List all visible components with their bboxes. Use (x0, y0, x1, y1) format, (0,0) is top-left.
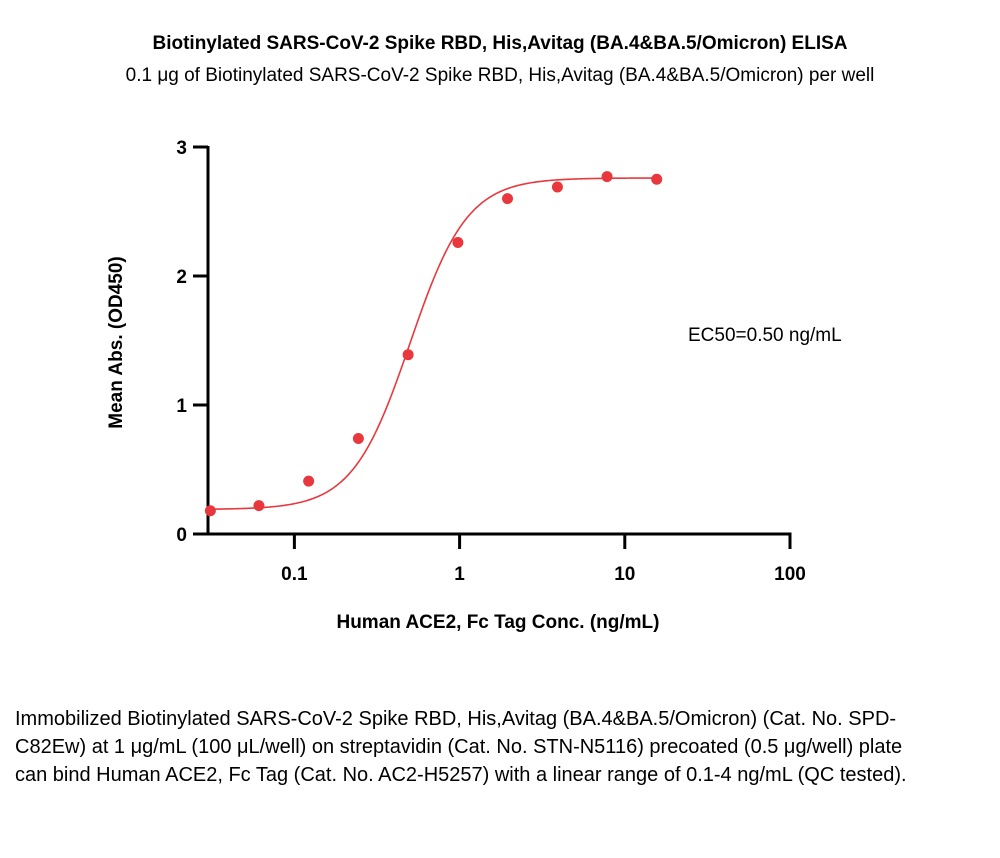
y-tick-label: 0 (176, 525, 187, 546)
ec50-annotation: EC50=0.50 ng/mL (688, 325, 842, 346)
data-points (204, 171, 663, 517)
data-point (303, 475, 315, 487)
y-tick-label: 2 (176, 267, 187, 288)
axes: 0 1 2 3 0.1 1 10 100 (176, 138, 805, 585)
elisa-chart: 0 1 2 3 0.1 1 10 100 Mean Abs. (OD450) Human AC… (106, 138, 842, 633)
y-tick-label: 3 (176, 138, 187, 159)
data-point (204, 505, 216, 517)
x-tick-label: 1 (454, 564, 465, 585)
data-point (651, 173, 663, 185)
chart-subtitle: 0.1 μg of Biotinylated SARS-CoV-2 Spike … (125, 65, 875, 86)
data-point (452, 236, 464, 248)
x-tick-label: 100 (774, 564, 806, 585)
x-axis-label: Human ACE2, Fc Tag Conc. (ng/mL) (336, 612, 659, 633)
y-tick-label: 1 (176, 396, 187, 417)
data-point (502, 193, 514, 205)
fit-curve (210, 177, 657, 510)
data-point (402, 349, 414, 361)
data-point (551, 181, 563, 193)
x-tick-label: 10 (614, 564, 635, 585)
data-point (253, 500, 265, 512)
caption: Immobilized Biotinylated SARS-CoV-2 Spik… (15, 708, 907, 786)
data-point (352, 433, 364, 445)
x-tick-label: 0.1 (281, 564, 308, 585)
data-point (601, 171, 613, 183)
chart-title: Biotinylated SARS-CoV-2 Spike RBD, His,A… (152, 33, 848, 54)
y-axis-label: Mean Abs. (OD450) (106, 256, 127, 428)
